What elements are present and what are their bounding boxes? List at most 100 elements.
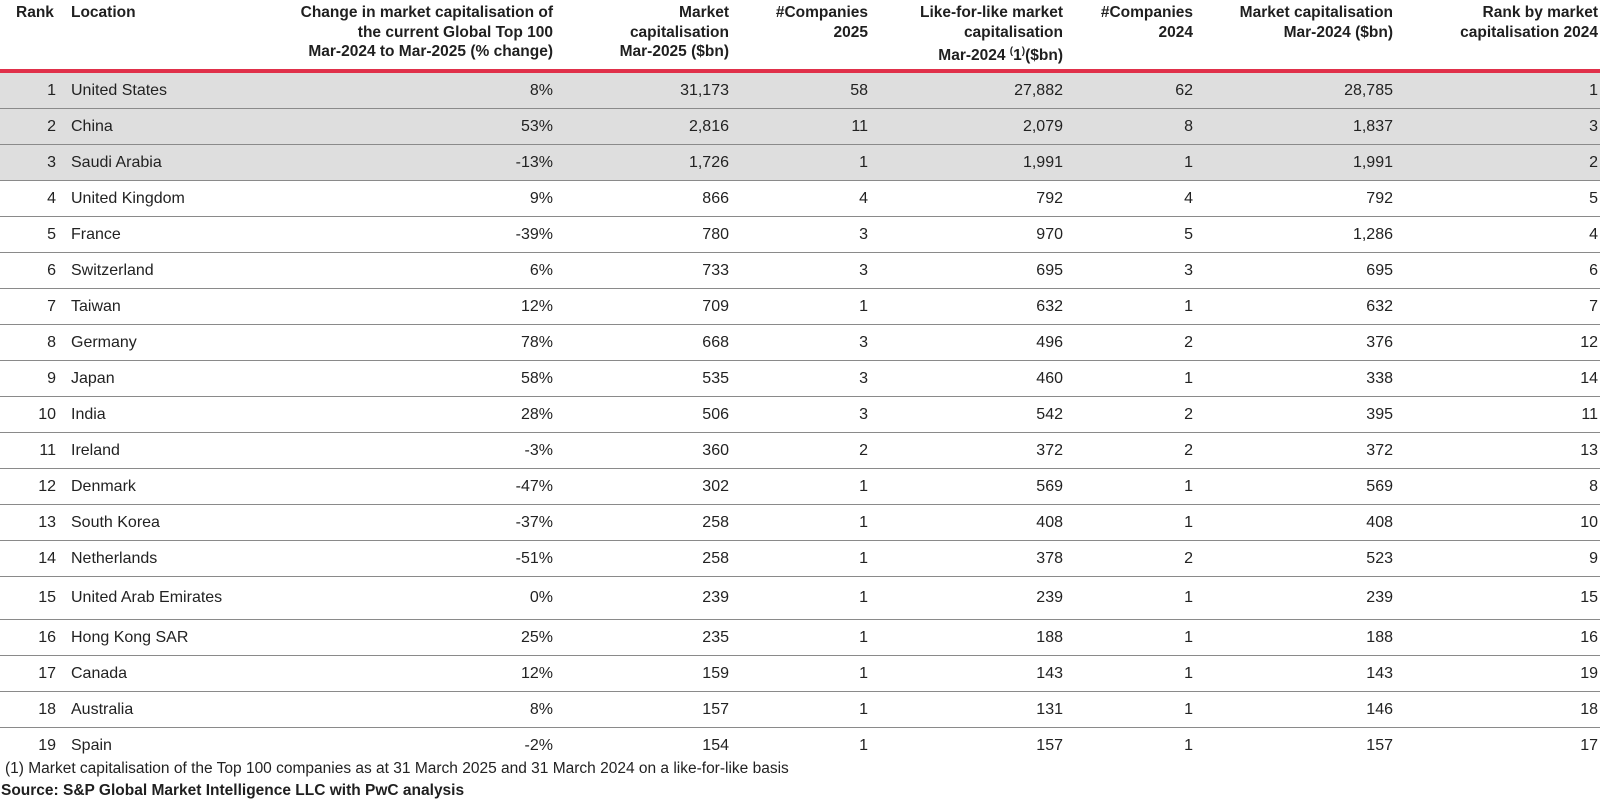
cell-mc2024: 146 xyxy=(1193,691,1393,728)
cell-rank: 7 xyxy=(0,288,71,325)
cell-companies-2025: 3 xyxy=(729,360,868,397)
cell-mc2025: 1,726 xyxy=(553,144,729,181)
cell-companies-2025: 1 xyxy=(729,288,868,325)
cell-rank: 14 xyxy=(0,540,71,577)
cell-mc2024: 523 xyxy=(1193,540,1393,577)
cell-location: Saudi Arabia xyxy=(71,144,267,181)
cell-rank: 4 xyxy=(0,180,71,217)
table-row: 12 Denmark -47% 302 1 569 1 569 8 xyxy=(0,468,1600,505)
cell-change: -37% xyxy=(267,504,553,541)
cell-rank-2024: 6 xyxy=(1393,252,1600,289)
cell-like-for-like: 27,882 xyxy=(868,71,1063,109)
cell-companies-2024: 1 xyxy=(1063,576,1193,620)
cell-change: 8% xyxy=(267,71,553,109)
table-row: 9 Japan 58% 535 3 460 1 338 14 xyxy=(0,360,1600,397)
cell-rank: 17 xyxy=(0,655,71,692)
cell-companies-2024: 2 xyxy=(1063,324,1193,361)
cell-mc2025: 157 xyxy=(553,691,729,728)
cell-companies-2024: 1 xyxy=(1184,736,1193,754)
header-rank-2024-line1: Rank by market xyxy=(1482,4,1598,21)
table-row: 18 Australia 8% 157 1 131 1 146 18 xyxy=(0,691,1600,728)
cell-location: Denmark xyxy=(71,468,267,505)
cell-location: Germany xyxy=(71,324,267,361)
cell-mc2024: 395 xyxy=(1193,396,1393,433)
cell-companies-2024: 2 xyxy=(1063,396,1193,433)
cell-rank-2024: 3 xyxy=(1393,108,1600,145)
cell-like-for-like: 131 xyxy=(868,691,1063,728)
cell-mc2024: 376 xyxy=(1193,324,1393,361)
cell-like-for-like: 408 xyxy=(868,504,1063,541)
cell-mc2025: 506 xyxy=(553,396,729,433)
cell-mc2025: 239 xyxy=(553,576,729,620)
header-companies-2024-line2: 2024 xyxy=(1158,23,1193,41)
header-lfl-line2: capitalisation xyxy=(963,23,1063,41)
cell-rank-2024: 9 xyxy=(1393,540,1600,577)
cell-companies-2025: 1 xyxy=(729,468,868,505)
table-row: 15 United Arab Emirates 0% 239 1 239 1 239 15 xyxy=(0,576,1600,620)
cell-rank: 5 xyxy=(0,216,71,253)
table-row: 16 Hong Kong SAR 25% 235 1 188 1 188 16 xyxy=(0,619,1600,656)
cell-location: Netherlands xyxy=(71,540,267,577)
cell-change: 8% xyxy=(267,691,553,728)
cell-companies-2025: 3 xyxy=(729,252,868,289)
cell-like-for-like: 188 xyxy=(868,619,1063,656)
table-row: 11 Ireland -3% 360 2 372 2 372 13 xyxy=(0,432,1600,469)
cell-location: Australia xyxy=(71,691,267,728)
cell-rank-2024: 10 xyxy=(1393,504,1600,541)
cell-companies-2024: 4 xyxy=(1063,180,1193,217)
cell-like-for-like: 496 xyxy=(868,324,1063,361)
cell-mc2025: 235 xyxy=(553,619,729,656)
cell-rank-2024: 13 xyxy=(1393,432,1600,469)
cell-mc2024: 695 xyxy=(1193,252,1393,289)
cell-change: -13% xyxy=(267,144,553,181)
cell-change: 9% xyxy=(267,180,553,217)
header-rank-2024-line2: capitalisation 2024 xyxy=(1460,23,1598,41)
cell-like-for-like: 239 xyxy=(868,576,1063,620)
cell-change: 53% xyxy=(267,108,553,145)
cell-mc2024: 28,785 xyxy=(1193,71,1393,109)
cell-mc2024: 1,286 xyxy=(1193,216,1393,253)
cell-companies-2024: 62 xyxy=(1063,71,1193,109)
cell-location: Switzerland xyxy=(71,252,267,289)
cell-like-for-like: 632 xyxy=(868,288,1063,325)
cell-mc2024: 792 xyxy=(1193,180,1393,217)
table-row: 2 China 53% 2,816 11 2,079 8 1,837 3 xyxy=(0,108,1600,145)
cell-change: -47% xyxy=(267,468,553,505)
cell-companies-2024: 5 xyxy=(1063,216,1193,253)
cell-rank: 2 xyxy=(0,108,71,145)
cell-like-for-like: 157 xyxy=(1036,736,1063,754)
cell-location: China xyxy=(71,108,267,145)
cell-location: United Kingdom xyxy=(71,180,267,217)
header-location: Location xyxy=(71,4,136,21)
cell-rank-2024: 8 xyxy=(1393,468,1600,505)
cell-location: South Korea xyxy=(71,504,267,541)
header-change-line1: Change in market capitalisation of xyxy=(300,4,553,21)
cell-location: Ireland xyxy=(71,432,267,469)
cell-mc2025: 2,816 xyxy=(553,108,729,145)
cell-companies-2024: 1 xyxy=(1063,619,1193,656)
cell-rank: 1 xyxy=(0,71,71,109)
cell-change: 12% xyxy=(267,288,553,325)
cell-change: 6% xyxy=(267,252,553,289)
header-companies-2025-line1: #Companies xyxy=(775,4,868,21)
header-mc2024-line2: Mar-2024 ($bn) xyxy=(1283,23,1393,41)
cell-like-for-like: 542 xyxy=(868,396,1063,433)
cell-rank: 8 xyxy=(0,324,71,361)
cell-location: Taiwan xyxy=(71,288,267,325)
cell-rank-2024: 5 xyxy=(1393,180,1600,217)
cell-like-for-like: 460 xyxy=(868,360,1063,397)
cell-rank-2024: 15 xyxy=(1393,576,1600,620)
cell-mc2024: 408 xyxy=(1193,504,1393,541)
table-row: 17 Canada 12% 159 1 143 1 143 19 xyxy=(0,655,1600,692)
header-companies-2024-line1: #Companies xyxy=(1100,4,1193,21)
cell-location: India xyxy=(71,396,267,433)
cell-companies-2024: 1 xyxy=(1063,504,1193,541)
cell-mc2025: 709 xyxy=(553,288,729,325)
cell-companies-2025: 1 xyxy=(729,576,868,620)
header-lfl-suffix: ($bn) xyxy=(1025,47,1063,64)
cell-companies-2024: 1 xyxy=(1063,691,1193,728)
cell-change: 28% xyxy=(267,396,553,433)
header-mc2025-line3: Mar-2025 ($bn) xyxy=(619,43,729,60)
table-row: 7 Taiwan 12% 709 1 632 1 632 7 xyxy=(0,288,1600,325)
cell-rank: 15 xyxy=(0,576,71,620)
